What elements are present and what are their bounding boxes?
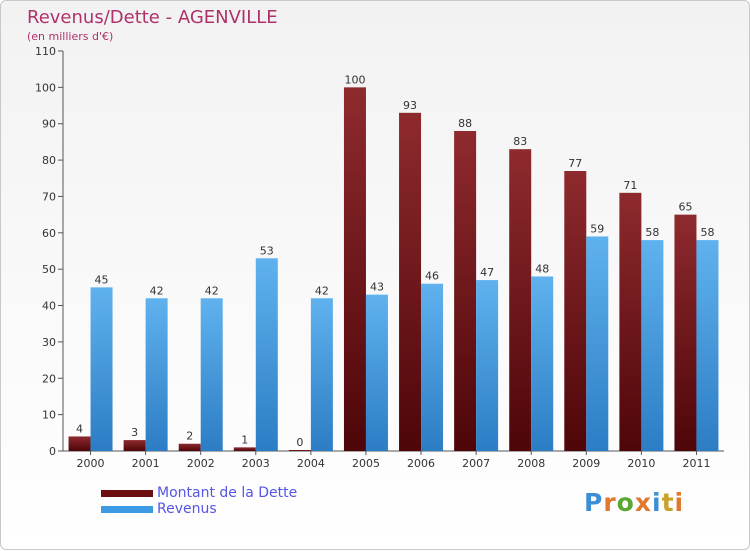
bar-dette: [399, 112, 422, 452]
y-tick-label: 10: [42, 409, 56, 422]
data-label-revenus: 58: [645, 226, 659, 239]
logo-letter: P: [584, 488, 604, 517]
data-label-dette: 100: [344, 73, 365, 86]
y-tick-label: 70: [42, 190, 56, 203]
y-tick-label: 30: [42, 336, 56, 349]
proxiti-logo: Proxiti: [584, 488, 684, 517]
y-tick-label: 60: [42, 227, 56, 240]
data-label-revenus: 45: [95, 273, 109, 286]
legend-swatch-revenus: [101, 506, 153, 513]
x-tick-label: 2008: [517, 457, 545, 470]
bar-dette: [674, 214, 697, 451]
data-label-dette: 1: [241, 433, 248, 446]
y-tick-label: 50: [42, 263, 56, 276]
bar-revenus: [421, 283, 444, 451]
data-label-revenus: 53: [260, 244, 274, 257]
legend-label-dette: Montant de la Dette: [157, 485, 298, 501]
data-label-revenus: 42: [315, 284, 329, 297]
x-tick-label: 2005: [352, 457, 380, 470]
x-tick-label: 2002: [187, 457, 215, 470]
x-tick-label: 2000: [77, 457, 105, 470]
legend-label-revenus: Revenus: [157, 501, 217, 517]
data-label-dette: 3: [131, 426, 138, 439]
bar-revenus: [200, 298, 223, 451]
bar-revenus: [90, 287, 113, 451]
bar-revenus: [531, 276, 554, 451]
bar-revenus: [586, 236, 609, 451]
x-tick-label: 2009: [572, 457, 600, 470]
chart-labels: 2000 4 45 2001 3 42 2002 2 42 2003 1 53 2004 0 42 2005 1…: [76, 73, 714, 470]
legend-swatch-dette: [101, 490, 153, 497]
data-label-dette: 2: [186, 430, 193, 443]
bar-dette: [123, 440, 146, 451]
x-tick-label: 2011: [682, 457, 710, 470]
bar-dette: [343, 87, 366, 451]
logo-letter: t: [661, 488, 675, 517]
bar-revenus: [255, 258, 278, 451]
data-label-dette: 65: [678, 201, 692, 214]
logo-letter: i: [652, 488, 662, 517]
data-label-dette: 88: [458, 117, 472, 130]
bar-revenus: [145, 298, 168, 451]
data-label-dette: 71: [623, 179, 637, 192]
bar-dette: [68, 436, 91, 451]
logo-letter: o: [616, 488, 635, 517]
data-label-revenus: 59: [590, 222, 604, 235]
data-label-dette: 83: [513, 135, 527, 148]
data-label-revenus: 42: [205, 284, 219, 297]
bar-revenus: [476, 280, 499, 451]
bar-revenus: [696, 240, 719, 451]
bar-revenus: [641, 240, 664, 451]
bar-dette: [454, 131, 477, 451]
logo-letter: x: [634, 488, 652, 517]
bar-dette: [178, 443, 201, 451]
x-tick-label: 2006: [407, 457, 435, 470]
data-label-revenus: 46: [425, 270, 439, 283]
x-tick-label: 2010: [627, 457, 655, 470]
chart-bars: [68, 87, 719, 452]
x-tick-label: 2003: [242, 457, 270, 470]
y-tick-label: 40: [42, 300, 56, 313]
data-label-revenus: 42: [150, 284, 164, 297]
chart-subtitle: (en milliers d'€): [27, 30, 114, 43]
bar-dette: [564, 171, 587, 451]
bar-dette: [619, 192, 642, 451]
data-label-dette: 93: [403, 99, 417, 112]
data-label-dette: 0: [296, 436, 303, 449]
bar-dette: [288, 450, 311, 451]
y-tick-label: 110: [35, 45, 56, 58]
chart-title: Revenus/Dette - AGENVILLE: [27, 7, 278, 28]
data-label-revenus: 43: [370, 281, 384, 294]
logo-letter: i: [674, 488, 685, 517]
bar-revenus: [310, 298, 333, 451]
logo-letter: r: [603, 488, 617, 517]
data-label-revenus: 58: [700, 226, 714, 239]
bar-dette: [233, 447, 256, 451]
data-label-dette: 77: [568, 157, 582, 170]
x-tick-label: 2001: [132, 457, 160, 470]
data-label-revenus: 48: [535, 262, 549, 275]
x-tick-label: 2007: [462, 457, 490, 470]
data-label-revenus: 47: [480, 266, 494, 279]
bar-dette: [509, 149, 532, 451]
x-tick-label: 2004: [297, 457, 325, 470]
y-tick-label: 80: [42, 154, 56, 167]
data-label-dette: 4: [76, 422, 83, 435]
y-tick-label: 100: [35, 81, 56, 94]
y-tick-label: 0: [49, 445, 56, 458]
bar-revenus: [365, 294, 388, 451]
y-tick-label: 90: [42, 118, 56, 131]
y-tick-label: 20: [42, 372, 56, 385]
